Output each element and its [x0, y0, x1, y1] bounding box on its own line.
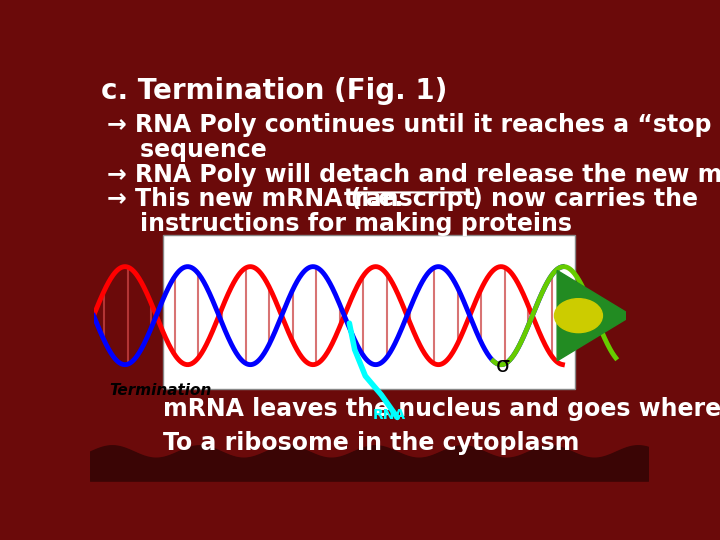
- Text: ) now carries the: ) now carries the: [472, 187, 698, 212]
- Text: instructions for making proteins: instructions for making proteins: [107, 212, 572, 237]
- Circle shape: [554, 299, 603, 333]
- Text: σ: σ: [496, 356, 510, 376]
- Polygon shape: [557, 271, 631, 361]
- Text: Termination: Termination: [109, 383, 212, 398]
- Text: → RNA Poly continues until it reaches a “stop signal”: → RNA Poly continues until it reaches a …: [107, 113, 720, 137]
- Text: To a ribosome in the cytoplasm: To a ribosome in the cytoplasm: [163, 431, 579, 455]
- Text: → RNA Poly will detach and release the new mRNA: → RNA Poly will detach and release the n…: [107, 163, 720, 186]
- Text: sequence: sequence: [107, 138, 266, 161]
- Text: mRNA leaves the nucleus and goes where?: mRNA leaves the nucleus and goes where?: [163, 397, 720, 421]
- Text: c. Termination (Fig. 1): c. Termination (Fig. 1): [101, 77, 448, 105]
- Text: RNA: RNA: [373, 408, 406, 422]
- FancyBboxPatch shape: [163, 235, 575, 389]
- Text: → This new mRNA (i.e.: → This new mRNA (i.e.: [107, 187, 411, 212]
- Text: transcript: transcript: [344, 187, 476, 212]
